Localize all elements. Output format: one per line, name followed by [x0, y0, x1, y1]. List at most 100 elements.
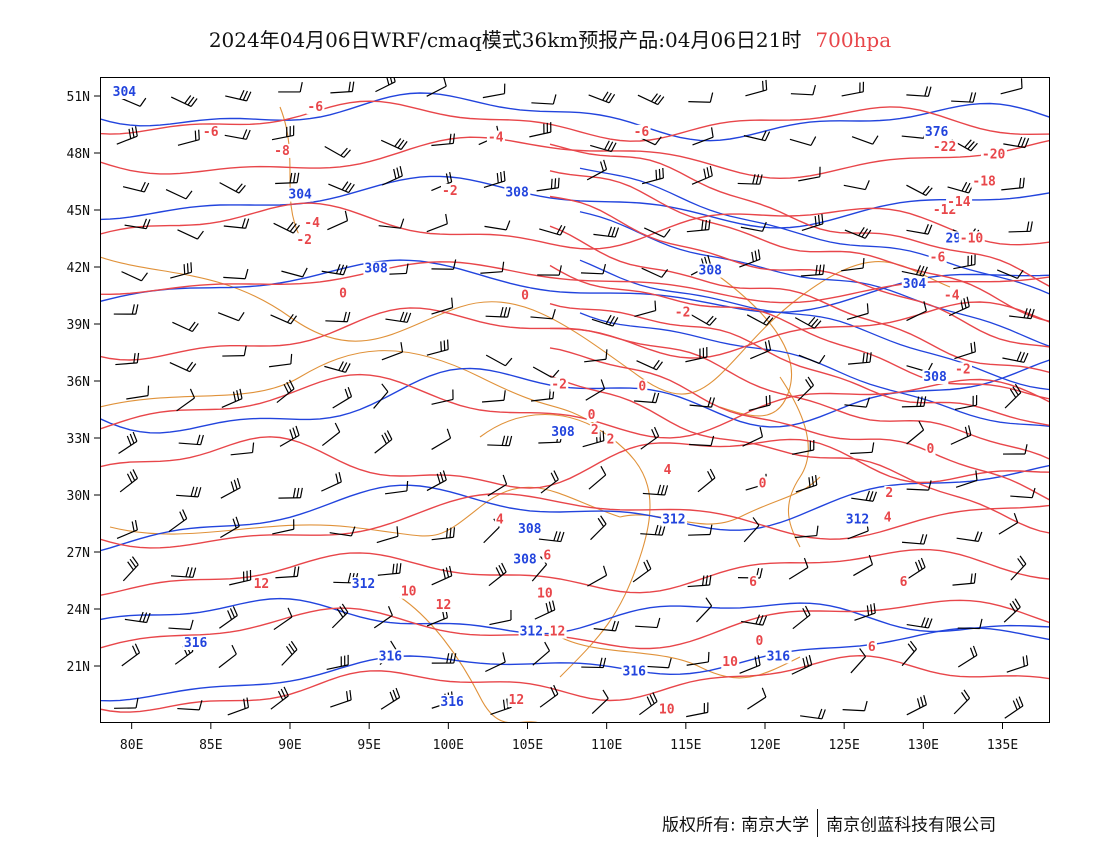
- wind-barb: [332, 386, 353, 409]
- height-contour-label-bg: [517, 522, 543, 536]
- height-contour-label: 376: [925, 125, 949, 140]
- height-contour-line: [579, 259, 1050, 391]
- x-tick-label: 120E: [749, 738, 780, 753]
- temperature-contour-label-bg: [586, 408, 597, 422]
- wind-barb: [170, 262, 193, 279]
- wind-barb: [532, 366, 560, 379]
- wind-barb: [850, 442, 875, 455]
- wind-barb: [686, 219, 711, 233]
- wind-barb: [330, 81, 355, 94]
- temperature-contour-line: [100, 202, 1050, 250]
- temperature-contour-label: 12: [509, 693, 525, 708]
- temperature-contour-label-bg: [884, 485, 895, 500]
- wind-barb: [328, 181, 355, 194]
- temperature-contour-label: -6: [634, 125, 650, 140]
- wind-barb: [690, 313, 717, 326]
- temperature-contour-label: 2: [607, 433, 615, 448]
- wind-barb: [1003, 598, 1021, 623]
- y-tick-label: 30N: [67, 489, 90, 504]
- y-tick-label: 42N: [67, 261, 90, 276]
- wind-barb: [901, 396, 927, 408]
- wind-barb: [580, 263, 607, 275]
- wind-barb: [481, 390, 506, 403]
- wind-barb: [906, 224, 933, 235]
- wind-barb: [539, 224, 566, 236]
- temperature-contour-line: [549, 170, 1050, 323]
- border-line: [479, 414, 651, 678]
- border-line: [100, 350, 601, 428]
- wind-barb: [536, 177, 560, 192]
- wind-barb: [743, 130, 771, 142]
- wind-barb: [537, 265, 562, 276]
- temperature-contour-line: [100, 136, 1050, 180]
- temperature-contour-label-bg: [980, 147, 1007, 162]
- temperature-contour-label: -22: [933, 140, 956, 155]
- wind-barb: [957, 645, 978, 668]
- x-tick-label: 80E: [120, 738, 143, 753]
- wind-barb: [691, 165, 713, 185]
- wind-barb: [325, 311, 351, 323]
- wind-barb: [381, 342, 404, 361]
- height-contour-label: 312: [846, 513, 869, 528]
- temperature-contour-label-bg: [721, 655, 740, 669]
- wind-barb: [747, 687, 767, 710]
- wind-barb: [321, 264, 348, 276]
- wind-barb: [850, 648, 867, 674]
- wind-barb: [800, 264, 825, 277]
- temperature-contour-label: 10: [659, 703, 675, 718]
- wind-barb: [697, 468, 716, 493]
- x-tick-label: 115E: [670, 738, 701, 753]
- wind-barb: [843, 180, 870, 191]
- wind-barb: [488, 562, 507, 587]
- wind-barb: [794, 316, 822, 329]
- height-contour-label: 316: [379, 649, 403, 664]
- wind-barb: [590, 140, 617, 153]
- wind-barb: [841, 258, 865, 272]
- wind-barb: [950, 425, 972, 445]
- wind-barb: [792, 439, 815, 455]
- wind-barb: [906, 480, 932, 491]
- wind-barb: [426, 77, 447, 97]
- height-contour-line: [100, 597, 1050, 635]
- height-contour-label: 316: [623, 665, 647, 680]
- wind-barb: [480, 261, 505, 274]
- temperature-contour-line: [549, 375, 1050, 534]
- height-contour-label: 308: [513, 552, 537, 567]
- temperature-contour-line: [549, 143, 1050, 288]
- wind-barb: [376, 526, 399, 544]
- temperature-contour-label: 0: [588, 408, 596, 423]
- wind-barb: [329, 526, 356, 537]
- temperature-contour-label-bg: [338, 286, 349, 301]
- wind-barb: [177, 700, 203, 711]
- wind-barb: [229, 569, 252, 586]
- temperature-contour-label-bg: [866, 639, 877, 654]
- wind-barb: [177, 229, 204, 240]
- wind-barb: [906, 184, 933, 196]
- wind-barb: [275, 172, 300, 185]
- temperature-contour-label-bg: [550, 377, 569, 392]
- wind-barb: [593, 620, 620, 632]
- wind-barb: [122, 181, 150, 193]
- height-contour-label: 308: [699, 264, 723, 279]
- wind-barb: [116, 520, 138, 539]
- weather-map: 304 304 308 308 308 376 304 29 308 308 308 308 312 31…: [100, 77, 1050, 723]
- map-title: 2024年04月06日WRF/cmaq模式36km预报产品:04月06日21时 7…: [0, 24, 1100, 53]
- wind-barb: [643, 227, 671, 238]
- height-contour-label: 316: [767, 649, 791, 664]
- wind-barb: [324, 145, 351, 158]
- temperature-contour-line: [100, 100, 1050, 142]
- temperature-contour-label-bg: [632, 124, 651, 139]
- temperature-contour-label-bg: [494, 512, 505, 527]
- height-contour-label: 312: [352, 577, 375, 592]
- temperature-contour-label-bg: [252, 577, 271, 592]
- wind-barb: [426, 470, 447, 492]
- temperature-contour-label: 0: [756, 634, 764, 649]
- wind-barb: [948, 296, 970, 317]
- wind-barb: [853, 554, 874, 577]
- wind-barb: [798, 354, 826, 365]
- height-contour-line: [579, 211, 1050, 348]
- wind-barb: [281, 640, 298, 666]
- temperature-contour-label: 0: [339, 286, 347, 301]
- wind-barb: [740, 221, 767, 232]
- wind-barb: [278, 487, 303, 499]
